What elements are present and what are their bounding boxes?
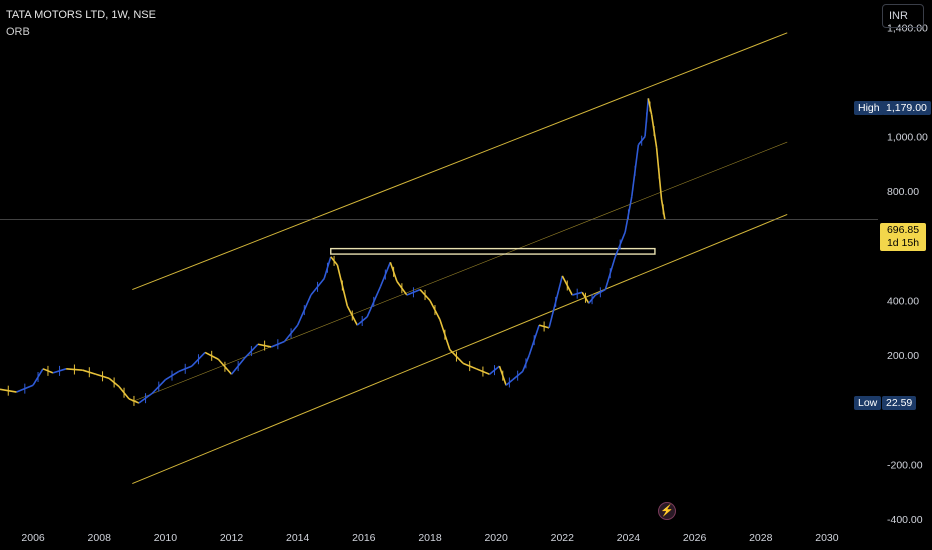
x-tick-label: 2010 (154, 532, 178, 544)
countdown: 1d 15h (886, 237, 920, 249)
y-tick-label: -400.00 (887, 514, 923, 526)
y-tick-label: 400.00 (887, 296, 919, 308)
y-axis-ticks: 1,400.001,000.00800.00600.00400.00200.00… (887, 22, 928, 526)
support-zone (330, 247, 656, 255)
x-tick-label: 2018 (418, 532, 442, 544)
channel-line (132, 213, 788, 485)
high-value: 1,179.00 (882, 101, 931, 115)
indicator-label[interactable]: ORB (6, 26, 30, 38)
currency-button[interactable]: INR (882, 4, 924, 28)
x-tick-label: 2016 (352, 532, 376, 544)
high-label: High (854, 101, 884, 115)
channel-line (132, 141, 788, 402)
low-value: 22.59 (882, 396, 917, 410)
x-tick-label: 2006 (21, 532, 45, 544)
last-price-tag: 696.85 1d 15h (880, 223, 926, 251)
low-label: Low (854, 396, 882, 410)
x-tick-label: 2020 (484, 532, 508, 544)
x-tick-label: 2026 (683, 532, 707, 544)
y-tick-label: 800.00 (887, 186, 919, 198)
last-price-value: 696.85 (886, 224, 920, 236)
x-axis-ticks: 2006 2008 2010 2012 2014 2016 2018 2020 2022 2024… (21, 532, 838, 544)
support-zone-rect (330, 247, 656, 255)
y-tick-label: 1,000.00 (887, 132, 928, 144)
chart-title: TATA MOTORS LTD, 1W, NSE (6, 9, 156, 21)
channel-line (132, 32, 788, 291)
x-tick-label: 2028 (749, 532, 773, 544)
x-tick-label: 2024 (617, 532, 641, 544)
lightning-icon[interactable]: ⚡ (658, 502, 676, 520)
x-tick-label: 2012 (220, 532, 244, 544)
x-tick-label: 2014 (286, 532, 310, 544)
price-series (0, 98, 666, 406)
x-tick-label: 2030 (815, 532, 839, 544)
y-tick-label: 200.00 (887, 350, 919, 362)
y-tick-label: 1,400.00 (887, 22, 928, 34)
channel-lines (132, 32, 788, 485)
x-tick-label: 2008 (88, 532, 112, 544)
x-tick-label: 2022 (551, 532, 575, 544)
y-tick-label: -200.00 (887, 459, 923, 471)
